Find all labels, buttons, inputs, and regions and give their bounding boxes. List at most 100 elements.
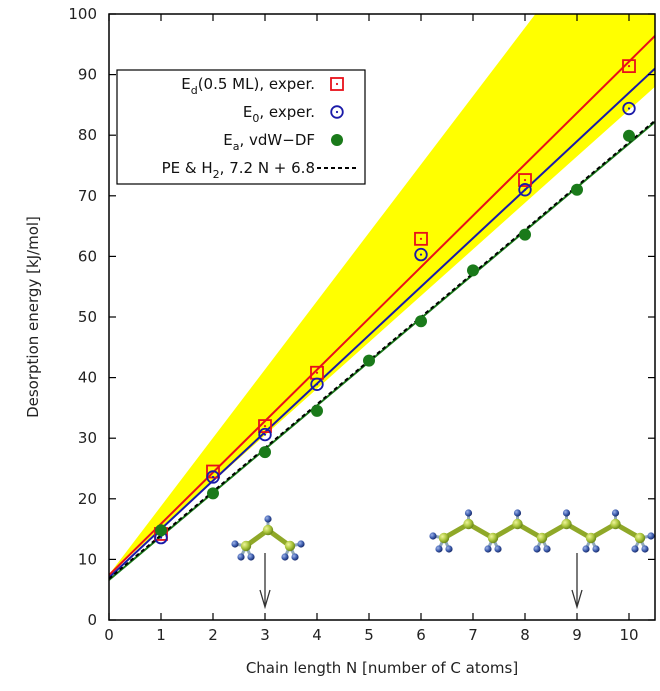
- carbon-atom: [284, 540, 296, 552]
- nonane-molecule: [429, 509, 655, 610]
- circle-marker-outline: [330, 105, 344, 119]
- circle-marker-outline: [414, 247, 428, 262]
- data-point-circle-open: [310, 377, 324, 391]
- hydrogen-atom: [631, 545, 639, 553]
- hydrogen-atom: [281, 553, 289, 561]
- x-tick-label: 6: [416, 626, 426, 644]
- data-point-circle-filled: [467, 264, 479, 277]
- hydrogen-atom: [445, 545, 453, 553]
- hydrogen-atom: [562, 509, 571, 517]
- legend-marker: [330, 77, 344, 91]
- y-tick-label: 70: [78, 187, 97, 205]
- circle-marker-outline: [310, 377, 324, 391]
- hydrogen-atom: [641, 545, 649, 553]
- hydrogen-atom: [647, 532, 655, 540]
- hydrogen-atom: [291, 553, 299, 561]
- circle-marker-dot: [159, 536, 163, 539]
- x-tick-label: 9: [572, 626, 582, 644]
- square-marker-dot: [315, 371, 319, 374]
- data-point-square: [258, 419, 272, 433]
- y-tick-label: 0: [87, 611, 97, 629]
- data-point-square: [414, 231, 428, 246]
- hydrogen-atom: [435, 545, 443, 553]
- carbon-atom: [240, 540, 252, 552]
- legend-label: Ea, vdW−DF: [223, 131, 315, 153]
- y-tick-label: 60: [78, 247, 97, 265]
- circle-marker-dot: [523, 188, 527, 191]
- y-tick-label: 100: [68, 5, 97, 23]
- y-tick-label: 30: [78, 429, 97, 447]
- square-marker-dot: [263, 424, 267, 428]
- square-marker-outline: [518, 173, 532, 187]
- circle-marker-outline: [622, 101, 636, 116]
- hydrogen-atom: [533, 545, 541, 553]
- x-tick-label: 5: [364, 626, 374, 644]
- legend-label: E0, exper.: [243, 103, 315, 125]
- hydrogen-atom: [592, 545, 600, 553]
- data-point-circle-open: [518, 183, 532, 197]
- data-point-circle-open: [258, 427, 272, 442]
- y-tick-label: 50: [78, 308, 97, 326]
- square-marker-outline: [622, 59, 636, 74]
- legend-marker: [331, 134, 343, 146]
- hydrogen-atom: [231, 540, 239, 548]
- carbon-atom: [512, 518, 523, 530]
- data-point-circle-filled: [571, 183, 583, 196]
- data-point-circle-filled: [415, 315, 427, 328]
- circle-marker-outline: [258, 427, 272, 442]
- x-tick-label: 2: [208, 626, 218, 644]
- square-marker-outline: [414, 231, 428, 246]
- square-marker-dot: [419, 237, 423, 240]
- hydrogen-atom: [543, 545, 551, 553]
- carbon-atom: [634, 532, 646, 544]
- circle-marker-dot: [419, 253, 423, 256]
- data-point-circle-open: [622, 101, 636, 116]
- down-arrow-head: [571, 589, 583, 610]
- data-point-circle-filled: [155, 524, 167, 537]
- fit-line-1: [109, 67, 655, 579]
- carbon-atom: [585, 532, 597, 544]
- square-marker-dot: [523, 178, 527, 182]
- y-axis-title: Desorption energy [kJ/mol]: [24, 216, 42, 418]
- legend-marker: [330, 105, 344, 119]
- x-tick-label: 7: [468, 626, 478, 644]
- circle-marker-dot: [211, 475, 215, 479]
- x-tick-label: 1: [156, 626, 166, 644]
- data-point-circle-filled: [311, 404, 323, 417]
- hydrogen-atom: [582, 545, 590, 553]
- hydrogen-atom: [464, 509, 473, 517]
- data-point-square: [518, 173, 532, 187]
- x-tick-label: 3: [260, 626, 270, 644]
- hydrogen-atom: [513, 509, 522, 517]
- fit-line-2: [109, 121, 655, 581]
- carbon-atom: [463, 518, 474, 530]
- hydrogen-atom: [237, 553, 245, 561]
- data-point-circle-filled: [207, 487, 219, 500]
- circle-marker-outline: [206, 470, 220, 484]
- data-point-square: [622, 59, 636, 74]
- circle-marker-dot: [315, 383, 319, 386]
- y-tick-label: 80: [78, 126, 97, 144]
- carbon-atom: [262, 524, 274, 536]
- data-point-circle-filled: [519, 228, 531, 241]
- hydrogen-atom: [484, 545, 492, 553]
- x-tick-label: 8: [520, 626, 530, 644]
- carbon-atom: [610, 518, 621, 530]
- circle-marker-dot: [335, 110, 339, 114]
- legend-label: PE & H2, 7.2 N + 6.8: [162, 159, 315, 181]
- legend-box: [116, 69, 366, 185]
- data-point-circle-filled: [363, 354, 375, 367]
- y-tick-label: 90: [78, 66, 97, 84]
- y-tick-label: 10: [78, 550, 97, 568]
- hydrogen-atom: [494, 545, 502, 553]
- data-point-circle-open: [414, 247, 428, 262]
- x-tick-label: 0: [104, 626, 114, 644]
- carbon-atom: [438, 532, 450, 544]
- carbon-atom: [487, 532, 499, 544]
- data-point-circle-filled: [259, 446, 271, 459]
- x-tick-label: 10: [619, 626, 638, 644]
- y-tick-label: 40: [78, 369, 97, 387]
- legend-label: Ed(0.5 ML), exper.: [181, 75, 315, 97]
- legend: Ed(0.5 ML), exper. E0, exper. Ea, vdW−DF PE…: [116, 69, 366, 185]
